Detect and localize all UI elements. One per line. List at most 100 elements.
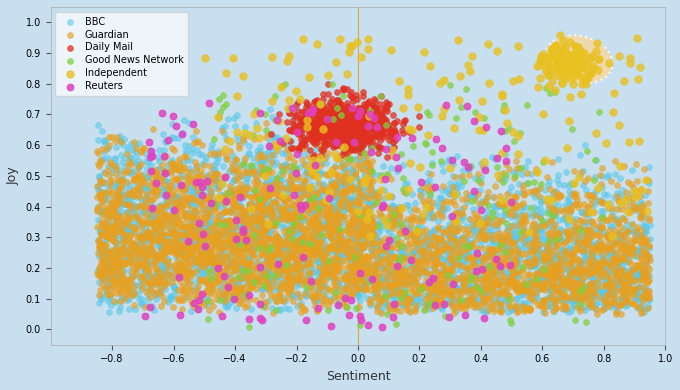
- Guardian: [379, 268, 390, 274]
- Daily Mail: [340, 138, 351, 145]
- Guardian: [374, 261, 385, 267]
- BBC: [549, 200, 560, 207]
- BBC: [488, 248, 498, 255]
- Daily Mail: [348, 124, 359, 131]
- BBC: [101, 245, 112, 251]
- Guardian: [488, 266, 498, 273]
- Guardian: [220, 219, 231, 225]
- Guardian: [100, 257, 111, 263]
- Guardian: [510, 278, 521, 284]
- Guardian: [290, 165, 301, 172]
- Guardian: [439, 262, 449, 268]
- Guardian: [419, 269, 430, 275]
- Guardian: [289, 266, 300, 272]
- Guardian: [259, 225, 270, 232]
- BBC: [477, 217, 488, 223]
- BBC: [279, 245, 290, 251]
- Guardian: [185, 224, 196, 230]
- Independent: [545, 53, 556, 60]
- BBC: [481, 286, 492, 292]
- BBC: [466, 240, 477, 246]
- Daily Mail: [360, 120, 371, 126]
- BBC: [203, 190, 214, 197]
- Reuters: [325, 323, 336, 330]
- Guardian: [133, 183, 143, 189]
- Reuters: [150, 179, 161, 186]
- BBC: [253, 219, 264, 225]
- BBC: [224, 271, 235, 277]
- Daily Mail: [343, 105, 354, 111]
- BBC: [528, 245, 539, 252]
- BBC: [365, 271, 376, 278]
- BBC: [160, 217, 171, 223]
- BBC: [141, 270, 152, 276]
- Reuters: [305, 278, 316, 284]
- Guardian: [492, 261, 503, 267]
- Daily Mail: [286, 144, 297, 151]
- BBC: [407, 299, 418, 305]
- Guardian: [503, 277, 514, 283]
- BBC: [305, 276, 316, 282]
- Guardian: [564, 278, 575, 284]
- Independent: [592, 67, 603, 73]
- Guardian: [317, 253, 328, 259]
- Guardian: [643, 305, 653, 311]
- BBC: [195, 222, 206, 229]
- Guardian: [330, 253, 341, 259]
- BBC: [242, 151, 253, 157]
- BBC: [304, 210, 315, 216]
- Guardian: [489, 275, 500, 281]
- BBC: [541, 275, 551, 282]
- BBC: [568, 283, 579, 289]
- BBC: [273, 142, 284, 148]
- BBC: [97, 252, 108, 259]
- Reuters: [307, 109, 318, 115]
- Guardian: [316, 186, 327, 192]
- BBC: [102, 225, 113, 231]
- Guardian: [384, 213, 394, 219]
- Guardian: [577, 281, 588, 287]
- BBC: [334, 243, 345, 249]
- Guardian: [223, 271, 234, 277]
- BBC: [375, 253, 386, 259]
- BBC: [163, 216, 174, 223]
- BBC: [343, 244, 354, 250]
- BBC: [492, 299, 503, 305]
- Good News Network: [503, 296, 514, 302]
- BBC: [290, 279, 301, 285]
- BBC: [435, 300, 446, 306]
- Guardian: [444, 235, 455, 241]
- Guardian: [172, 199, 183, 206]
- Guardian: [343, 222, 354, 229]
- Independent: [558, 61, 569, 67]
- BBC: [443, 190, 454, 196]
- Guardian: [394, 292, 405, 298]
- Independent: [474, 113, 485, 120]
- Guardian: [252, 193, 262, 199]
- Guardian: [294, 213, 305, 219]
- Guardian: [574, 225, 585, 231]
- Guardian: [500, 161, 511, 167]
- Guardian: [243, 221, 254, 227]
- Guardian: [264, 192, 275, 198]
- BBC: [386, 142, 396, 148]
- Guardian: [410, 302, 421, 308]
- BBC: [195, 225, 206, 232]
- Independent: [420, 204, 431, 211]
- Guardian: [374, 194, 385, 200]
- BBC: [312, 259, 323, 265]
- Guardian: [312, 251, 323, 257]
- Guardian: [628, 300, 639, 307]
- BBC: [576, 299, 587, 305]
- BBC: [560, 285, 571, 291]
- Daily Mail: [354, 125, 365, 131]
- Guardian: [610, 250, 621, 256]
- Guardian: [222, 137, 233, 143]
- Guardian: [472, 245, 483, 251]
- Reuters: [187, 121, 198, 127]
- Guardian: [316, 162, 327, 168]
- Daily Mail: [381, 106, 392, 112]
- BBC: [109, 209, 120, 215]
- BBC: [101, 291, 112, 297]
- Guardian: [619, 245, 630, 252]
